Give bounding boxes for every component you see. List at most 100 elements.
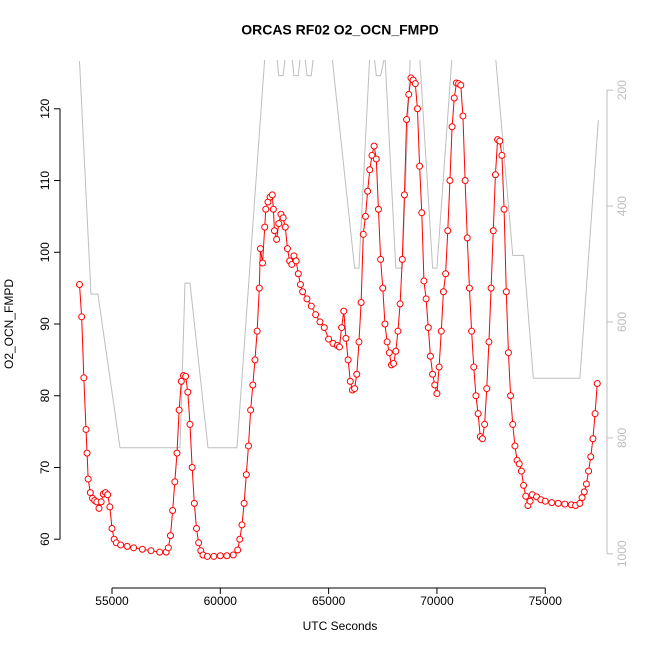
data-point bbox=[164, 544, 172, 552]
data-point bbox=[398, 255, 406, 263]
y-tick-label: 120 bbox=[38, 98, 52, 118]
data-point bbox=[463, 234, 471, 242]
data-point bbox=[353, 370, 361, 378]
data-point bbox=[273, 235, 281, 243]
data-point bbox=[283, 245, 291, 253]
data-point bbox=[86, 489, 94, 497]
data-point bbox=[383, 338, 391, 346]
data-point bbox=[433, 390, 441, 398]
data-point bbox=[424, 324, 432, 332]
data-point bbox=[439, 288, 447, 296]
data-point bbox=[578, 494, 586, 502]
data-point bbox=[485, 338, 493, 346]
data-point bbox=[251, 356, 259, 364]
data-point bbox=[394, 327, 402, 335]
data-point bbox=[261, 223, 269, 231]
data-point bbox=[450, 94, 458, 102]
data-point bbox=[117, 541, 125, 549]
y2-tick-label: 800 bbox=[615, 428, 629, 448]
x-tick-label: 70000 bbox=[420, 594, 454, 608]
data-point bbox=[418, 209, 426, 217]
data-point bbox=[216, 552, 224, 560]
data-point bbox=[457, 81, 465, 89]
data-point bbox=[344, 356, 352, 364]
data-point bbox=[405, 90, 413, 98]
data-point bbox=[335, 343, 343, 351]
data-point bbox=[561, 500, 569, 508]
data-point bbox=[279, 214, 287, 222]
data-point bbox=[346, 377, 354, 385]
data-point bbox=[431, 381, 439, 389]
data-point bbox=[396, 300, 404, 308]
data-point bbox=[502, 288, 510, 296]
data-point bbox=[372, 155, 380, 163]
data-point bbox=[511, 442, 519, 450]
data-point bbox=[147, 547, 155, 555]
data-point bbox=[240, 499, 248, 507]
data-point bbox=[442, 270, 450, 278]
data-point bbox=[478, 435, 486, 443]
data-point bbox=[483, 385, 491, 393]
data-point bbox=[359, 230, 367, 238]
data-point bbox=[106, 503, 114, 511]
data-point bbox=[585, 467, 593, 475]
data-point bbox=[366, 166, 374, 174]
y-axis-label: O2_OCN_FMPD bbox=[2, 279, 16, 369]
data-point bbox=[82, 425, 90, 433]
data-point bbox=[541, 497, 549, 505]
data-point bbox=[351, 385, 359, 393]
data-point bbox=[364, 187, 372, 195]
x-tick-label: 75000 bbox=[529, 594, 563, 608]
data-point bbox=[325, 335, 333, 343]
y2-tick-label: 600 bbox=[615, 312, 629, 332]
data-point bbox=[292, 257, 300, 265]
data-point bbox=[299, 288, 307, 296]
data-point bbox=[429, 370, 437, 378]
x-axis-label: UTC Seconds bbox=[303, 619, 378, 633]
data-point bbox=[507, 392, 515, 400]
data-point bbox=[78, 313, 86, 321]
data-point bbox=[459, 112, 467, 120]
data-point bbox=[390, 359, 398, 367]
data-point bbox=[303, 295, 311, 303]
plot-area bbox=[75, 60, 601, 560]
data-point bbox=[522, 492, 530, 500]
data-point bbox=[357, 298, 365, 306]
data-point bbox=[312, 311, 320, 319]
data-point bbox=[437, 327, 445, 335]
data-point bbox=[190, 499, 198, 507]
data-point bbox=[288, 260, 296, 268]
data-point bbox=[496, 137, 504, 145]
data-point bbox=[342, 334, 350, 342]
data-point bbox=[236, 535, 244, 543]
data-point bbox=[361, 212, 369, 220]
data-point bbox=[470, 363, 478, 371]
data-point bbox=[270, 227, 278, 235]
data-point bbox=[255, 284, 263, 292]
data-point bbox=[520, 481, 528, 489]
data-point bbox=[444, 227, 452, 235]
series-line bbox=[78, 76, 598, 557]
data-point bbox=[582, 480, 590, 488]
data-point bbox=[517, 467, 525, 475]
data-point bbox=[591, 410, 599, 418]
data-point bbox=[83, 449, 91, 457]
data-point bbox=[472, 392, 480, 400]
series-line bbox=[78, 60, 599, 449]
data-point bbox=[171, 478, 179, 486]
data-point bbox=[192, 524, 200, 532]
data-point bbox=[548, 499, 556, 507]
data-point bbox=[422, 295, 430, 303]
data-point bbox=[247, 406, 255, 414]
data-point bbox=[166, 532, 174, 540]
data-point bbox=[368, 151, 376, 159]
data-point bbox=[169, 507, 177, 515]
data-point bbox=[275, 220, 283, 228]
data-point bbox=[173, 449, 181, 457]
data-point bbox=[97, 498, 105, 506]
chart-title: ORCAS RF02 O2_OCN_FMPD bbox=[241, 22, 439, 38]
data-point bbox=[381, 320, 389, 328]
data-point bbox=[509, 420, 517, 428]
data-point bbox=[262, 205, 270, 213]
